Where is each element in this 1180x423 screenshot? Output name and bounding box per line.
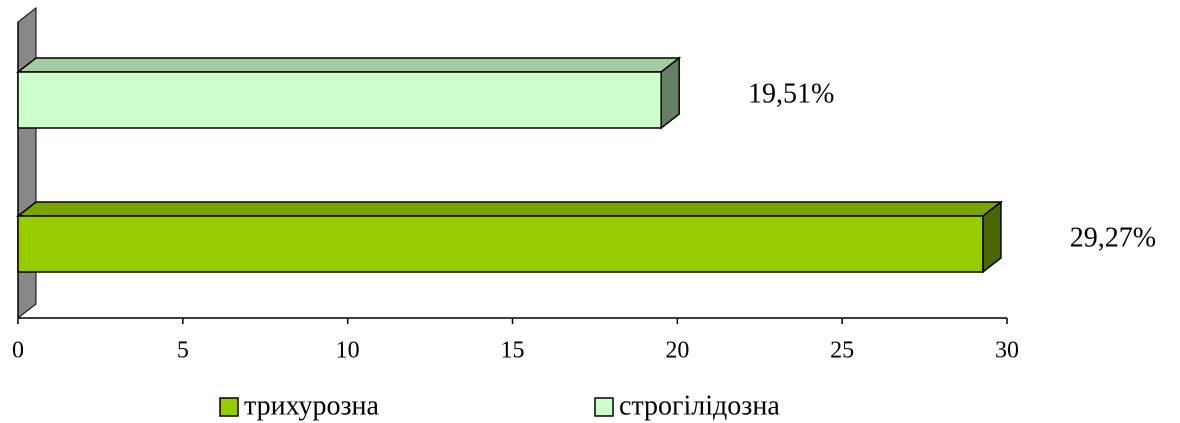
bar (15, 200, 1004, 274)
x-tick-label: 25 (830, 338, 854, 364)
bar-front (17, 215, 984, 273)
legend-label: строгілідозна (619, 390, 780, 421)
bar-top (15, 201, 1004, 217)
value-label: 19,51% (748, 78, 834, 109)
bar (15, 56, 682, 130)
legend-swatch (594, 397, 614, 417)
value-label: 29,27% (1070, 222, 1156, 253)
legend-label: трихурозна (244, 390, 380, 421)
x-tick-label: 5 (177, 338, 189, 364)
legend-swatch (219, 397, 239, 417)
x-tick-label: 15 (501, 338, 525, 364)
x-tick-label: 10 (336, 338, 360, 364)
bar-top (15, 57, 682, 73)
x-tick-label: 30 (995, 338, 1019, 364)
bar-front (17, 71, 662, 129)
x-tick-label: 0 (12, 338, 24, 364)
x-tick-label: 20 (665, 338, 689, 364)
